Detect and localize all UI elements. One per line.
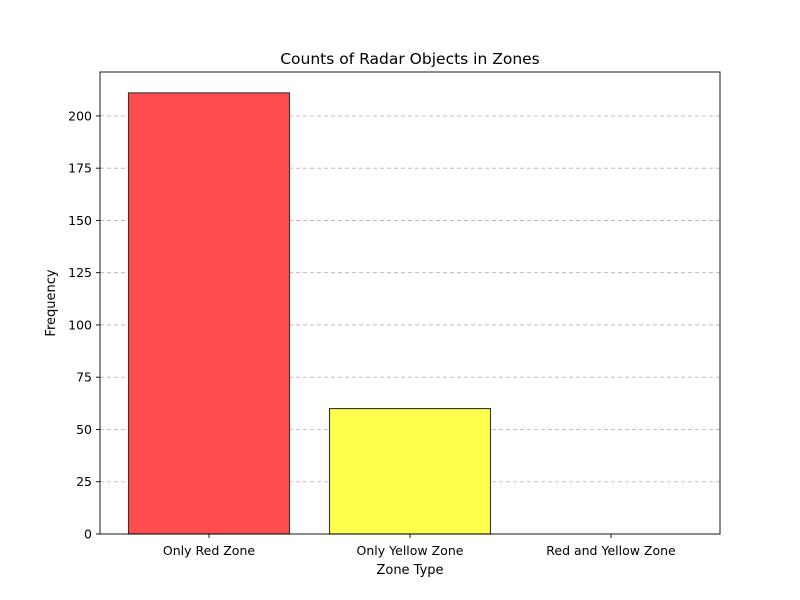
x-tick-label: Only Red Zone	[163, 543, 255, 558]
y-tick-label: 125	[68, 265, 92, 280]
y-tick-label: 200	[68, 108, 92, 123]
y-tick-label: 75	[76, 370, 92, 385]
y-tick-label: 25	[76, 474, 92, 489]
x-tick-label: Only Yellow Zone	[357, 543, 464, 558]
x-axis-ticks: Only Red Zone Only Yellow Zone Red and Yel…	[163, 534, 676, 558]
chart-title: Counts of Radar Objects in Zones	[280, 50, 540, 68]
y-axis-label: Frequency	[44, 269, 59, 336]
bars	[127, 92, 492, 535]
x-axis-label: Zone Type	[376, 563, 443, 578]
y-tick-label: 175	[68, 161, 92, 176]
y-tick-label: 50	[76, 422, 92, 437]
y-tick-label: 150	[68, 213, 92, 228]
y-tick-label: 100	[68, 317, 92, 332]
bar-only-red-zone	[127, 92, 291, 535]
bar-only-yellow-zone	[328, 408, 492, 535]
y-axis-ticks: 0 25 50 75 100 125 150 175 200	[68, 108, 100, 542]
x-tick-label: Red and Yellow Zone	[546, 543, 676, 558]
y-tick-label: 0	[84, 527, 92, 542]
